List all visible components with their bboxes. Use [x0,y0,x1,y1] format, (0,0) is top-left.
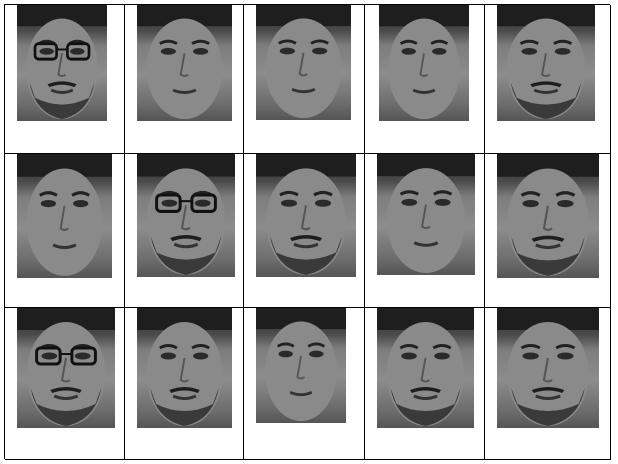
grid-cell [5,308,125,460]
grid-cell [5,154,125,308]
face-photo [17,154,112,278]
face-photo [497,5,595,121]
grid-cell [125,308,244,460]
grid-cell [365,308,485,460]
grid-cell [365,5,485,154]
face-photo [256,5,351,120]
face-photo [379,5,469,121]
face-photo [497,308,599,428]
face-photo [17,5,107,121]
grid-cell [244,154,365,308]
face-photo [137,5,232,121]
face-photo [497,154,599,278]
face-image-grid [4,4,611,460]
grid-cell [125,5,244,154]
grid-cell [5,5,125,154]
grid-cell [485,5,611,154]
grid-cell [485,308,611,460]
face-photo [137,308,232,428]
face-photo [256,154,356,277]
grid-cell [244,308,365,460]
face-photo [17,308,115,428]
grid-cell [244,5,365,154]
face-photo [256,308,346,423]
grid-cell [365,154,485,308]
face-photo [377,308,474,428]
grid-cell [125,154,244,308]
face-photo [137,154,235,277]
grid-cell [485,154,611,308]
face-photo [377,154,475,275]
